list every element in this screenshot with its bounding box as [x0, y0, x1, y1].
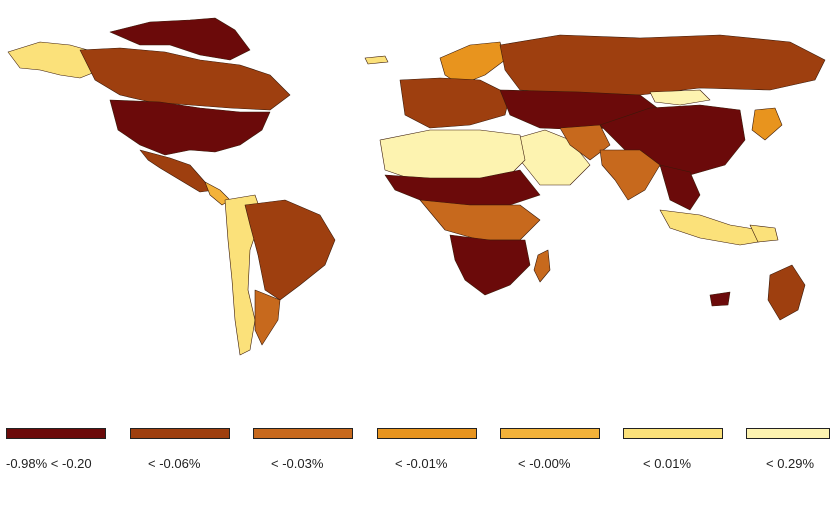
legend-label-7: < 0.29%	[766, 456, 815, 471]
legend-label-2: < -0.06%	[148, 456, 201, 471]
region-argentina	[254, 289, 281, 346]
region-australia-east	[767, 264, 806, 321]
region-central-africa	[419, 199, 541, 241]
region-europe	[399, 77, 511, 129]
region-australia-west	[709, 291, 731, 307]
region-canada-north	[109, 17, 251, 61]
world-choropleth-map	[7, 17, 826, 356]
legend-swatch-1	[6, 428, 106, 439]
region-india	[599, 149, 661, 201]
region-papua	[749, 224, 779, 243]
region-iran	[559, 124, 611, 161]
legend-label-5: < -0.00%	[518, 456, 571, 471]
legend-swatch-5	[500, 428, 600, 439]
legend-swatch-6	[623, 428, 723, 439]
legend-label-1: -0.98% < -0.20	[6, 456, 92, 471]
legend-swatch-2	[130, 428, 230, 439]
region-usa	[109, 99, 271, 156]
region-mongolia	[649, 89, 711, 106]
region-sahel	[384, 169, 541, 206]
region-mexico	[139, 149, 216, 193]
region-russia	[499, 34, 826, 96]
region-alaska	[7, 41, 101, 79]
region-southeast-asia	[659, 164, 701, 211]
region-iceland	[364, 55, 389, 65]
region-brazil	[244, 199, 336, 301]
legend-swatch-3	[253, 428, 353, 439]
legend-swatch-4	[377, 428, 477, 439]
legend-label-4: < -0.01%	[395, 456, 448, 471]
region-madagascar	[533, 249, 551, 283]
region-southern-africa	[449, 234, 531, 296]
region-canada	[79, 47, 291, 111]
legend-label-6: < 0.01%	[643, 456, 692, 471]
region-japan	[751, 107, 783, 141]
region-scandinavia	[439, 41, 506, 86]
legend-label-3: < -0.03%	[271, 456, 324, 471]
legend: -0.98% < -0.20 < -0.06% < -0.03% < -0.01…	[0, 420, 830, 480]
legend-swatch-7	[746, 428, 830, 439]
